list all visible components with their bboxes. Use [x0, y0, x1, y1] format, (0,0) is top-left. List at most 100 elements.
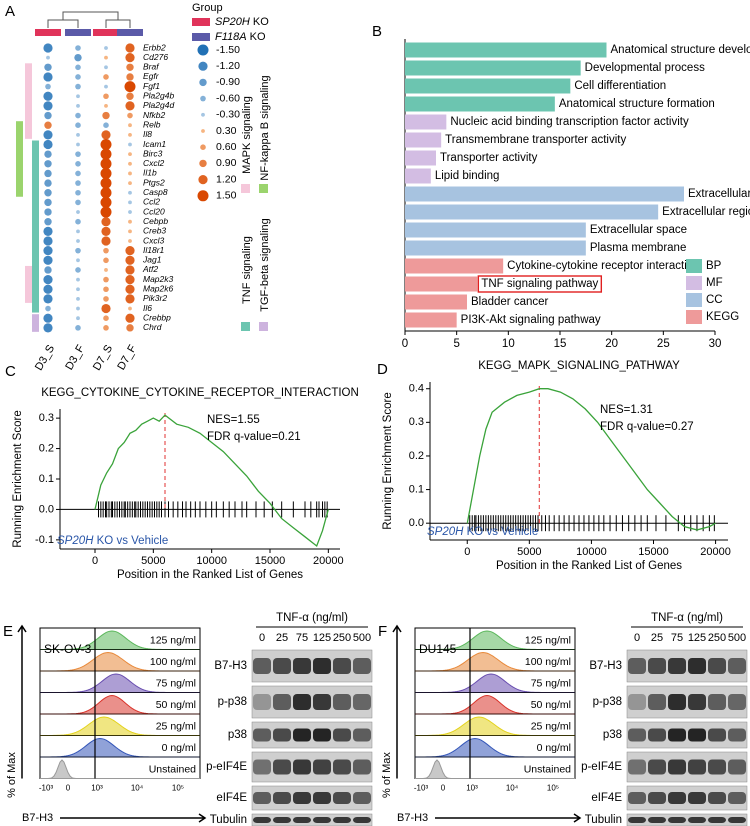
blot-band — [333, 658, 351, 674]
dot — [128, 219, 132, 224]
dot — [101, 217, 111, 227]
dendrogram — [47, 19, 79, 28]
blot-band — [273, 759, 291, 775]
legend-swatch — [192, 18, 210, 26]
blot-band — [273, 817, 291, 823]
sample-label: 75 ng/ml — [156, 677, 196, 689]
blot-band — [313, 658, 331, 674]
panel-label: C — [5, 363, 16, 380]
category-label: Lipid binding — [435, 170, 500, 182]
dot — [104, 65, 108, 70]
lane-label: 25 — [276, 632, 288, 644]
dendrogram — [62, 11, 119, 20]
dot — [128, 161, 132, 166]
pathway-label: TNF signaling — [241, 236, 253, 304]
dot — [43, 139, 53, 150]
gene-label: Chrd — [143, 322, 162, 332]
legend-swatch — [686, 310, 702, 324]
y-tick-label: 0.2 — [39, 442, 54, 454]
gene-label: Cebpb — [143, 216, 168, 226]
y-tick-label: 0.4 — [409, 383, 424, 395]
blot-band — [253, 694, 271, 710]
dot — [103, 296, 109, 302]
gene-label: Creb3 — [143, 226, 166, 236]
chart-title: KEGG_MAPK_SIGNALING_PATHWAY — [478, 360, 680, 372]
x-tick-label: 0 — [464, 546, 470, 558]
legend-label: F118A KO — [215, 31, 266, 43]
gene-label: Il1b — [143, 168, 157, 178]
dot — [75, 45, 81, 51]
dot — [45, 305, 51, 312]
blot-band — [648, 792, 666, 804]
legend-swatch — [686, 276, 702, 290]
protein-label: eIF4E — [591, 792, 622, 804]
panel-label: A — [5, 3, 15, 20]
gene-label: Erbb2 — [143, 42, 166, 52]
dot — [103, 325, 109, 331]
x-tick-label: 25 — [657, 338, 670, 350]
dot — [43, 43, 53, 53]
dot — [126, 92, 134, 100]
legend-label: BP — [706, 260, 722, 272]
dot — [128, 132, 132, 137]
comparison-text: KO vs Vehicle — [463, 526, 538, 538]
dot — [75, 247, 81, 254]
category-label: TNF signaling pathway — [481, 278, 598, 290]
gene-label: Cd276 — [143, 52, 168, 62]
legend-dot — [197, 190, 209, 202]
protein-label: p-eIF4E — [581, 761, 622, 773]
lane-label: 75 — [296, 632, 308, 644]
dot — [76, 306, 80, 311]
x-tick-label: 0 — [441, 784, 446, 793]
dot — [126, 73, 134, 81]
blot-band — [628, 658, 646, 674]
protein-label: p38 — [228, 729, 247, 741]
sample-label: 50 ng/ml — [156, 699, 196, 711]
blot-band — [333, 759, 351, 775]
blot-band — [688, 759, 706, 775]
pathway-swatch — [259, 184, 268, 193]
x-tick-label: -10³ — [414, 784, 429, 793]
x-tick-label: 20000 — [700, 546, 731, 558]
category-label: Bladder cancer — [471, 296, 549, 308]
blot-strip — [251, 685, 373, 719]
blot-title: TNF-α (ng/ml) — [651, 612, 723, 624]
blot-band — [353, 759, 371, 775]
legend-value: -0.30 — [216, 109, 240, 121]
dot — [128, 123, 132, 128]
gene-label: Fgf1 — [143, 81, 160, 91]
dot — [100, 206, 112, 218]
bar — [405, 78, 571, 94]
gene-label: Nfkb2 — [143, 110, 165, 120]
dot — [104, 46, 108, 50]
pathway-bar — [25, 63, 32, 139]
dot — [128, 190, 132, 195]
gene-label: Relb — [143, 119, 161, 129]
blot-band — [628, 694, 646, 710]
dot — [125, 265, 135, 275]
dot — [125, 53, 135, 63]
blot-band — [668, 817, 686, 823]
panel-label: D — [377, 361, 388, 378]
comparison-label: SP20H KO vs Vehicle — [427, 526, 538, 538]
dot — [75, 64, 81, 71]
x-axis-label: B7-H3 — [397, 812, 428, 824]
dot — [43, 313, 53, 323]
group-strip — [117, 29, 143, 36]
dot — [76, 258, 80, 263]
x-tick-label: 0 — [402, 338, 408, 350]
sample-label: 25 ng/ml — [156, 720, 196, 732]
legend-dot — [201, 112, 205, 117]
protein-label: B7-H3 — [214, 660, 247, 672]
gene-label: Ccl20 — [143, 206, 165, 216]
dot — [43, 226, 53, 236]
sample-label: Unstained — [149, 763, 196, 775]
category-label: Anatomical structure formation — [559, 98, 715, 110]
dot — [75, 180, 81, 186]
dot — [75, 83, 81, 90]
dot — [46, 55, 50, 60]
dot — [43, 246, 53, 256]
blot-band — [688, 658, 706, 674]
dot — [43, 101, 53, 111]
protein-label: p38 — [603, 729, 622, 741]
